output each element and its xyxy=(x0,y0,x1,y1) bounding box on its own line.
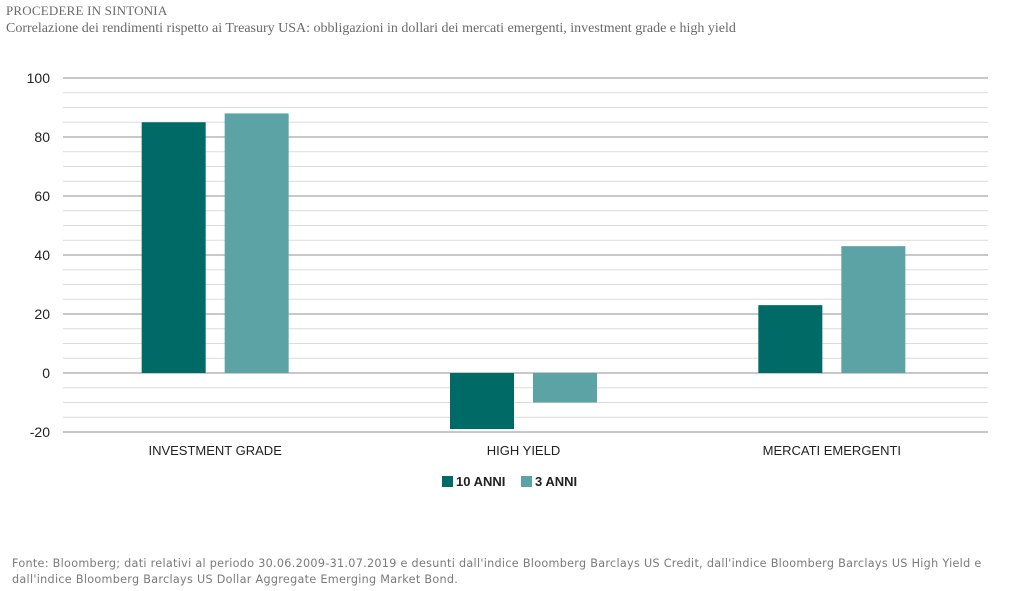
chart-subtitle: Correlazione dei rendimenti rispetto ai … xyxy=(6,21,736,36)
x-axis-category-labels: INVESTMENT GRADE HIGH YIELD MERCATI EMERGE… xyxy=(148,443,901,458)
y-tick-label: 40 xyxy=(34,247,50,263)
y-tick-label: 100 xyxy=(27,70,51,86)
legend-label-0: 10 ANNI xyxy=(456,474,505,489)
bar-chart: -20 0 20 40 60 80 100 INVESTMENT GRADE HIGH YIE… xyxy=(27,70,988,489)
bar-0-0 xyxy=(141,122,206,373)
x-category-label: MERCATI EMERGENTI xyxy=(763,443,901,458)
y-tick-label: 60 xyxy=(34,188,50,204)
bars xyxy=(141,113,906,430)
chart-title: PROCEDERE IN SINTONIA xyxy=(6,3,168,18)
y-tick-label: 80 xyxy=(34,129,50,145)
legend: 10 ANNI 3 ANNI xyxy=(442,474,577,489)
grid-lines xyxy=(63,77,988,433)
y-tick-label: 0 xyxy=(42,365,50,381)
y-tick-label: 20 xyxy=(34,306,50,322)
bar-1-1 xyxy=(533,373,597,403)
bar-1-0 xyxy=(224,113,289,374)
legend-swatch-0 xyxy=(442,476,453,487)
y-axis-tick-labels: -20 0 20 40 60 80 100 xyxy=(27,70,51,440)
x-category-label: INVESTMENT GRADE xyxy=(148,443,282,458)
bar-1-2 xyxy=(841,246,906,373)
bar-0-2 xyxy=(758,305,823,373)
bar-0-1 xyxy=(450,373,514,430)
y-tick-label: -20 xyxy=(30,424,50,440)
x-category-label: HIGH YIELD xyxy=(487,443,560,458)
legend-swatch-1 xyxy=(521,476,532,487)
source-note: Fonte: Bloomberg; dati relativi al perio… xyxy=(12,557,982,586)
legend-label-1: 3 ANNI xyxy=(535,474,577,489)
